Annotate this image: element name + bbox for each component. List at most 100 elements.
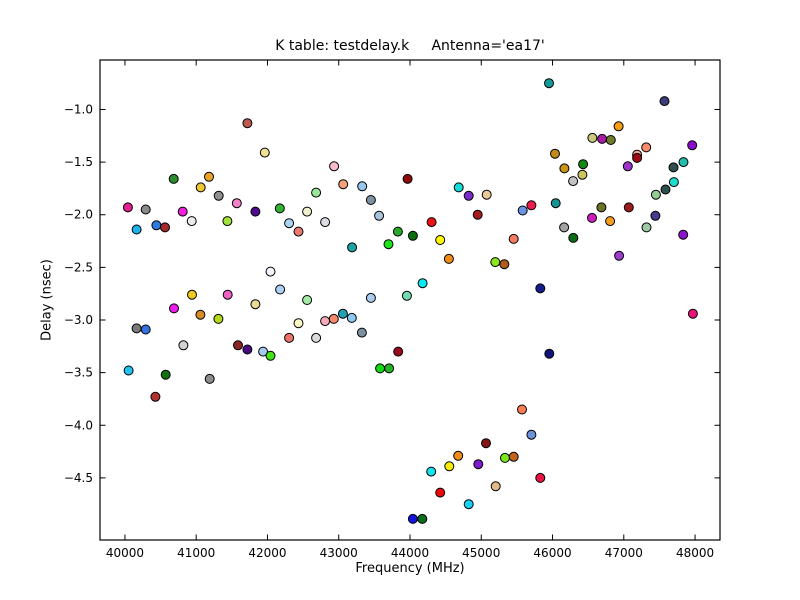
scatter-point [233,340,243,351]
scatter-point [535,472,546,483]
scatter-point [587,212,597,223]
scatter-point [417,278,428,289]
scatter-point [346,312,357,323]
scatter-point [568,232,579,243]
y-tick-label: −4.5 [64,471,93,485]
scatter-point [293,318,304,329]
scatter-point [328,313,339,324]
scatter-point [605,216,616,227]
scatter-point [320,316,331,327]
y-tick-label: −4.0 [64,418,93,432]
scatter-point [231,198,242,209]
x-tick-label: 42000 [248,546,286,560]
scatter-point [356,327,367,338]
scatter-point [293,226,304,237]
scatter-point [213,190,224,201]
scatter-point [402,173,413,184]
scatter-point [131,224,142,235]
scatter-point [258,346,269,357]
scatter-point [365,292,376,303]
scatter-point [131,323,142,334]
scatter-point [365,195,376,205]
x-tick-label: 41000 [177,546,215,560]
scatter-point [151,220,162,231]
scatter-point [605,135,616,145]
axis-ticks: 40000 41000 42000 43000 44000 45000 46000 47000… [64,60,720,560]
y-tick-label: −3.5 [64,366,93,380]
scatter-point [250,206,261,217]
scatter-point [140,204,151,215]
scatter-point [204,373,215,384]
scatter-point [500,452,510,463]
scatter-point [407,230,418,241]
scatter-point [614,250,625,261]
plot-border [99,59,721,541]
scatter-point [550,148,560,159]
scatter-point [213,313,224,324]
scatter-point [435,487,446,498]
x-tick-label: 45000 [462,546,500,560]
scatter-point [401,290,412,301]
scatter-point [490,481,501,492]
scatter-point [426,466,437,477]
y-tick-label: −1.0 [64,102,93,116]
scatter-point [259,147,270,158]
scatter-point [535,283,546,294]
scatter-point [375,363,386,374]
scatter-point [660,184,671,195]
y-axis-label: Delay (nsec) [39,259,55,341]
scatter-point [517,404,527,415]
scatter-point [559,163,570,174]
scatter-point [463,499,474,510]
scatter-point [160,222,170,233]
scatter-point [632,152,643,163]
scatter-point [473,459,484,470]
scatter-point [195,309,206,320]
scatter-point [678,229,689,240]
scatter-point [613,121,624,132]
scatter-point [687,140,698,151]
scatter-point [443,253,454,264]
scatter-point [587,132,598,143]
scatter-point [668,177,679,188]
scatter-point [508,451,519,462]
y-tick-label: −3.0 [64,313,93,327]
scatter-point [275,284,286,295]
scatter-point [481,189,492,200]
scatter-point [659,96,670,107]
scatter-point [426,217,437,228]
scatter-point [641,222,652,233]
scatter-point [393,346,404,357]
scatter-point [435,235,446,245]
scatter-point [177,206,188,217]
scatter-point [250,299,261,310]
scatter-point [169,303,179,314]
scatter-point [311,332,322,343]
x-tick-label: 40000 [106,546,144,560]
scatter-point [490,257,501,268]
scatter-point [329,161,340,172]
y-tick-label: −2.5 [64,260,93,274]
scatter-point [265,350,276,361]
scatter-point [550,198,561,209]
scatter-point [499,259,510,270]
scatter-point [178,340,189,351]
scatter-point [284,332,295,343]
scatter-point [274,203,285,214]
scatter-point [544,348,555,359]
scatter-point [623,202,634,213]
scatter-point [320,217,331,228]
scatter-point [526,429,537,440]
scatter-point [417,513,428,524]
x-tick-label: 43000 [320,546,358,560]
scatter-point [578,159,589,170]
scatter-point [265,266,276,277]
scatter-point [668,162,679,173]
scatter-point [204,171,214,182]
scatter-point [622,161,633,172]
x-axis-label: Frequency (MHz) [355,561,465,576]
x-tick-label: 46000 [533,546,571,560]
scatter-point [577,169,588,180]
scatter-point [302,295,313,305]
